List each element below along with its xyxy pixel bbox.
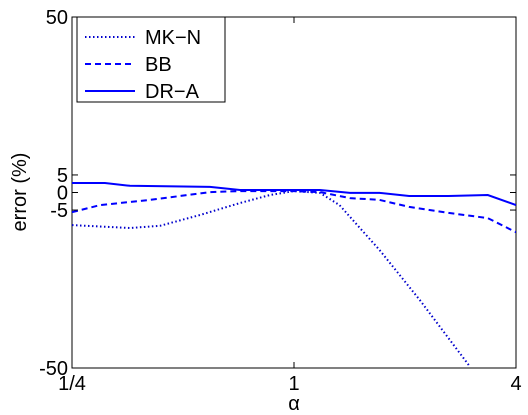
x-tick-label: 1/4 [58, 373, 86, 395]
y-tick-label: -5 [50, 200, 68, 222]
y-axis-label: error (%) [9, 153, 31, 232]
lines [72, 182, 516, 367]
series-line [72, 182, 516, 207]
series-line [72, 190, 516, 234]
x-tick-label: 4 [510, 373, 521, 395]
legend: MK−N BB DR−A [76, 16, 226, 103]
legend-label: MK−N [145, 27, 201, 49]
y-tick-label: 5 [57, 165, 68, 187]
legend-label: DR−A [145, 81, 200, 103]
legend-box [76, 16, 226, 103]
x-axis-label: α [288, 393, 300, 415]
legend-label: BB [145, 54, 172, 76]
y-tick-label: -50 [39, 358, 68, 380]
y-tick-label: 50 [46, 7, 68, 29]
x-tick-label: 1 [288, 373, 299, 395]
y-tick-label: 0 [57, 183, 68, 205]
